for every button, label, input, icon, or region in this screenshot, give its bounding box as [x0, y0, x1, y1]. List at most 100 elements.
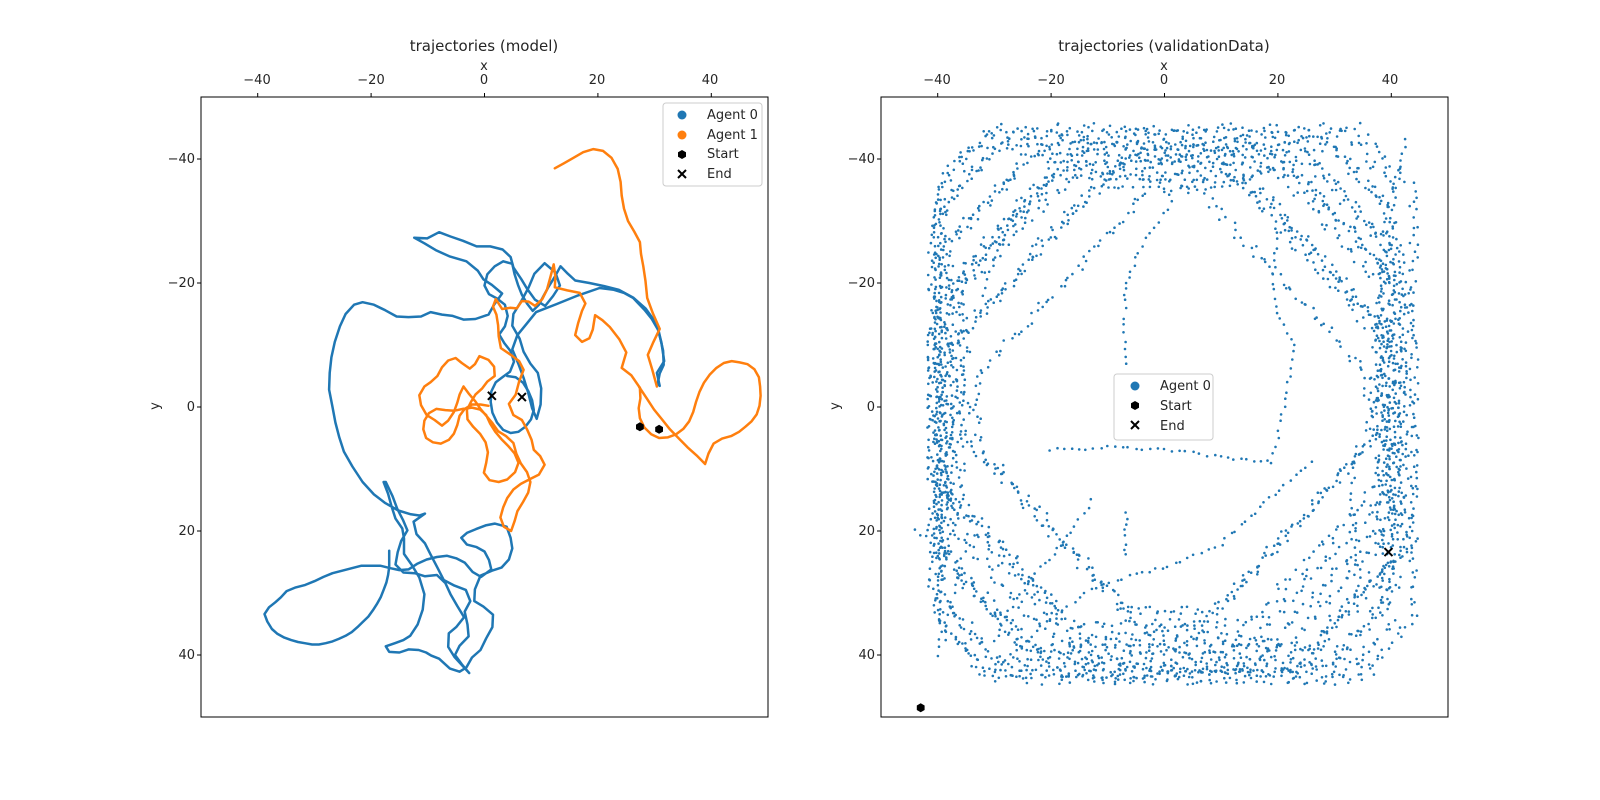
trajectory-point: [1248, 193, 1251, 197]
trajectory-point: [1274, 493, 1277, 497]
trajectory-point: [1382, 448, 1385, 451]
trajectory-point: [932, 440, 935, 444]
trajectory-point: [975, 636, 979, 640]
trajectory-point: [1296, 141, 1299, 145]
trajectory-point: [935, 484, 939, 488]
trajectory-point: [1382, 280, 1386, 284]
trajectory-point: [1369, 391, 1373, 395]
trajectory-point: [1060, 617, 1063, 621]
trajectory-point: [1287, 229, 1291, 233]
trajectory-point: [956, 576, 959, 579]
trajectory-point: [1118, 668, 1122, 672]
trajectory-point: [979, 243, 983, 246]
trajectory-point: [1021, 506, 1025, 510]
trajectory-point: [1012, 210, 1015, 214]
trajectory-point: [1023, 589, 1027, 592]
trajectory-point: [1383, 403, 1387, 407]
trajectory-point: [938, 566, 941, 570]
trajectory-point: [952, 189, 955, 193]
trajectory-point: [1413, 601, 1416, 604]
trajectory-point: [984, 134, 987, 138]
trajectory-point: [1011, 147, 1014, 151]
trajectory-point: [1087, 651, 1091, 654]
trajectory-point: [1283, 154, 1287, 157]
trajectory-point: [1122, 317, 1125, 321]
trajectory-point: [1374, 363, 1378, 366]
trajectory-point: [1349, 248, 1353, 251]
trajectory-point: [938, 495, 941, 499]
trajectory-point: [1198, 136, 1202, 140]
trajectory-point: [937, 185, 940, 189]
trajectory-point: [1410, 603, 1414, 606]
trajectory-point: [1123, 528, 1126, 531]
trajectory-point: [1063, 617, 1067, 620]
trajectory-point: [1039, 586, 1043, 589]
trajectory-point: [1225, 661, 1228, 665]
trajectory-point: [1093, 578, 1097, 581]
trajectory-point: [1023, 221, 1027, 224]
trajectory-point: [1027, 144, 1030, 148]
trajectory-point: [1038, 505, 1041, 509]
trajectory-point: [1290, 523, 1294, 527]
trajectory-point: [1028, 187, 1032, 190]
trajectory-point: [1015, 643, 1018, 646]
trajectory-point: [939, 539, 942, 543]
trajectory-point: [937, 542, 940, 545]
trajectory-point: [1226, 672, 1230, 675]
trajectory-point: [1384, 384, 1388, 388]
trajectory-point: [938, 307, 942, 310]
trajectory-point: [1294, 568, 1298, 572]
trajectory-point: [1258, 657, 1261, 660]
trajectory-point: [945, 395, 949, 398]
trajectory-point: [932, 226, 936, 230]
trajectory-point: [1003, 282, 1007, 285]
trajectory-point: [1026, 639, 1029, 643]
trajectory-point: [942, 519, 946, 523]
trajectory-point: [1289, 367, 1293, 370]
trajectory-point: [1240, 523, 1244, 526]
trajectory-point: [1331, 541, 1335, 545]
trajectory-point: [1373, 315, 1376, 318]
trajectory-point: [1127, 211, 1130, 215]
trajectory-point: [1300, 589, 1303, 593]
trajectory-point: [1087, 636, 1090, 640]
trajectory-point: [1169, 145, 1173, 148]
trajectory-point: [1398, 177, 1401, 181]
trajectory-point: [1071, 648, 1074, 652]
trajectory-point: [941, 470, 945, 474]
trajectory-point: [1322, 174, 1325, 178]
trajectory-point: [1135, 623, 1138, 626]
trajectory-point: [1037, 149, 1041, 153]
trajectory-point: [1390, 497, 1394, 500]
trajectory-point: [1412, 318, 1415, 322]
trajectory-point: [1145, 631, 1149, 634]
trajectory-point: [939, 570, 943, 573]
trajectory-point: [1325, 140, 1329, 144]
trajectory-point: [1009, 653, 1012, 656]
trajectory-point: [981, 294, 985, 298]
trajectory-point: [1186, 667, 1189, 671]
trajectory-point: [1233, 137, 1237, 140]
trajectory-point: [1301, 136, 1305, 140]
trajectory-point: [929, 241, 933, 245]
trajectory-point: [947, 200, 951, 204]
trajectory-point: [1118, 175, 1122, 178]
trajectory-point: [949, 402, 953, 406]
trajectory-point: [1039, 253, 1043, 256]
trajectory-point: [1010, 674, 1014, 677]
trajectory-point: [1188, 171, 1191, 175]
trajectory-point: [1013, 177, 1016, 180]
trajectory-point: [1299, 665, 1303, 669]
trajectory-point: [1242, 179, 1246, 182]
trajectory-point: [1128, 619, 1131, 623]
trajectory-point: [1160, 157, 1164, 160]
trajectory-point: [935, 438, 938, 441]
trajectory-point: [1394, 274, 1397, 278]
trajectory-point: [1410, 597, 1413, 601]
trajectory-point: [1056, 167, 1059, 171]
trajectory-point: [1404, 341, 1408, 344]
trajectory-point: [1035, 508, 1038, 512]
trajectory-point: [1186, 624, 1189, 627]
trajectory-point: [1077, 625, 1080, 629]
trajectory-point: [1035, 192, 1039, 195]
